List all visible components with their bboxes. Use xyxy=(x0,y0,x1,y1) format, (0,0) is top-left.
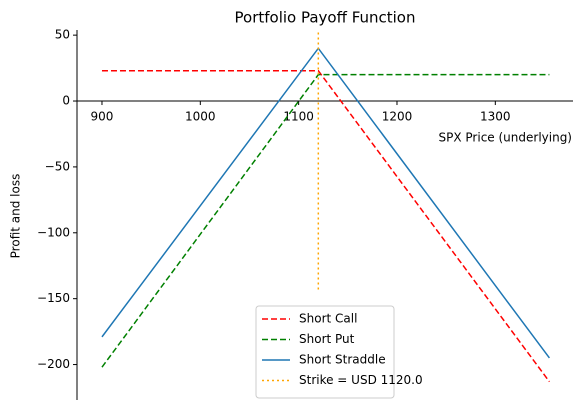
x-tick-label: 1000 xyxy=(185,110,216,124)
y-axis-label: Profit and loss xyxy=(9,174,23,259)
y-tick-label: −50 xyxy=(45,159,70,173)
y-tick-label: −100 xyxy=(37,225,70,239)
y-tick-label: −200 xyxy=(37,357,70,371)
x-tick-label: 1100 xyxy=(283,110,314,124)
legend-label: Short Straddle xyxy=(299,353,386,367)
legend-label: Strike = USD 1120.0 xyxy=(299,373,423,387)
y-tick-label: −150 xyxy=(37,291,70,305)
x-tick-label: 1200 xyxy=(382,110,413,124)
line-series xyxy=(101,73,550,368)
x-tick-label: 1300 xyxy=(480,110,511,124)
x-tick-label: 900 xyxy=(91,110,114,124)
legend-label: Short Call xyxy=(299,312,357,326)
legend-box xyxy=(255,305,395,399)
chart-title: Portfolio Payoff Function xyxy=(235,9,416,27)
y-tick-label: 50 xyxy=(55,28,70,42)
legend-label: Short Put xyxy=(299,332,355,346)
line-series xyxy=(101,69,551,383)
y-tick-label: 0 xyxy=(62,94,70,108)
x-axis-label: SPX Price (underlying) xyxy=(439,131,572,145)
